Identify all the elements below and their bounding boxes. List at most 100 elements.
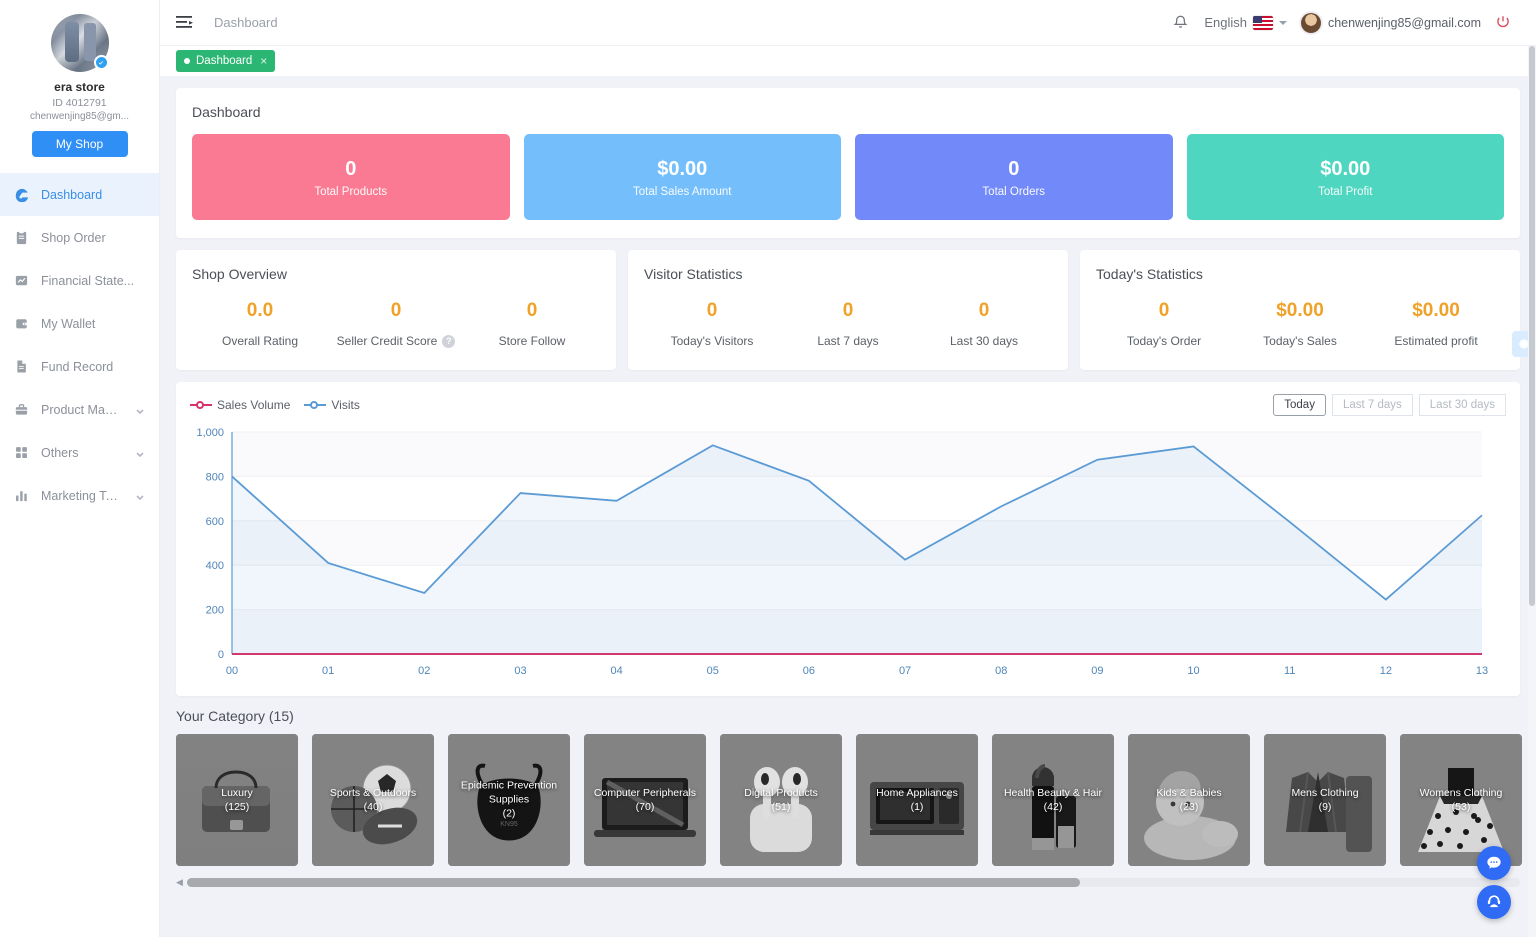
y-tick-label: 200: [206, 605, 224, 617]
vertical-scrollbar[interactable]: [1528, 46, 1536, 937]
category-caption: Womens Clothing (53): [1400, 786, 1522, 814]
sidebar-nav: Dashboard Shop Order Financial State... My …: [0, 173, 159, 517]
chevron-down-icon: [1278, 20, 1287, 25]
chart-plot-area: 0 200 400 600 800 1,000 00 01 02 03 04 05 06 07 08 09 10…: [190, 420, 1506, 688]
shop-overview-panel: Shop Overview 0.0 Overall Rating 0 Seller C…: [176, 250, 616, 370]
legend-marker-icon: [304, 400, 327, 410]
open-tabs-bar: Dashboard ×: [160, 46, 1536, 76]
stat-value: 0: [842, 300, 854, 321]
category-card[interactable]: Home Appliances (1): [856, 734, 978, 866]
chart-line-visits: [231, 444, 1483, 601]
sidebar-item-label: Financial State...: [41, 273, 135, 288]
visitor-statistics-title: Visitor Statistics: [644, 266, 743, 282]
us-flag-icon: [1252, 15, 1273, 30]
kpi-card-total-orders[interactable]: 0 Total Orders: [855, 134, 1173, 220]
header-actions: English chenwenjing85@gmail.com: [1172, 12, 1528, 33]
chat-float-button[interactable]: [1477, 846, 1511, 880]
logout-power-icon[interactable]: [1495, 14, 1512, 31]
category-card[interactable]: Computer Peripherals (70): [584, 734, 706, 866]
kpi-card-total-profit[interactable]: $0.00 Total Profit: [1186, 134, 1504, 220]
category-card[interactable]: Sports & Outdoors (40): [312, 734, 434, 866]
category-caption: Health Beauty & Hair (42): [992, 786, 1114, 814]
kpi-value: $0.00: [657, 157, 708, 180]
chart-legend: Sales Volume Visits: [190, 398, 360, 412]
menu-toggle-icon[interactable]: [176, 13, 196, 33]
stat-label: Today's Visitors: [670, 334, 754, 348]
x-tick-label: 02: [418, 665, 430, 677]
stat-label-wrap: Overall Rating: [222, 334, 298, 348]
chevron-down-icon[interactable]: [135, 405, 145, 415]
stat-store-follow: 0 Store Follow: [464, 300, 600, 348]
sidebar-item-label: My Wallet: [41, 316, 96, 331]
category-thumbnail-dress-icon: [1400, 734, 1522, 866]
legend-item-visits[interactable]: Visits: [304, 398, 360, 412]
kpi-label: Total Products: [314, 185, 388, 198]
stat-value: 0: [390, 300, 402, 321]
sidebar-item-dashboard[interactable]: Dashboard: [0, 173, 159, 216]
category-item-count: (125): [224, 801, 250, 813]
sidebar-item-shop-order[interactable]: Shop Order: [0, 216, 159, 259]
category-name: Digital Products: [744, 786, 818, 799]
x-tick-label: 00: [226, 665, 238, 677]
support-float-button[interactable]: [1477, 885, 1511, 919]
kpi-value: $0.00: [1320, 157, 1371, 180]
category-card[interactable]: Luxury (125): [176, 734, 298, 866]
chevron-down-icon[interactable]: [135, 491, 145, 501]
category-card[interactable]: Kids & Babies (23): [1128, 734, 1250, 866]
range-button-today[interactable]: Today: [1273, 394, 1326, 416]
sidebar-item-my-wallet[interactable]: My Wallet: [0, 302, 159, 345]
shop-overview-metrics: 0.0 Overall Rating 0 Seller Credit Score? 0 S…: [192, 300, 600, 348]
category-caption: Computer Peripherals (70): [584, 786, 706, 814]
user-menu[interactable]: chenwenjing85@gmail.com: [1300, 12, 1481, 33]
dashboard-icon: [14, 187, 30, 203]
stat-estimated-profit: $0.00 Estimated profit: [1368, 300, 1504, 348]
stat-last-30-days: 0 Last 30 days: [916, 300, 1052, 348]
stat-label: Today's Order: [1126, 334, 1202, 348]
tab-dashboard[interactable]: Dashboard ×: [176, 50, 276, 72]
sidebar-item-marketing-tools[interactable]: Marketing Tools: [0, 474, 159, 517]
kpi-card-total-products[interactable]: 0 Total Products: [192, 134, 510, 220]
category-card[interactable]: Mens Clothing (9): [1264, 734, 1386, 866]
category-card[interactable]: Digital Products (51): [720, 734, 842, 866]
range-button-last-7-days[interactable]: Last 7 days: [1331, 394, 1413, 416]
user-avatar: [1300, 12, 1321, 33]
legend-item-sales-volume[interactable]: Sales Volume: [190, 398, 290, 412]
category-caption: Luxury (125): [176, 786, 298, 814]
legend-marker-icon: [190, 400, 212, 410]
kpi-label: Total Profit: [1318, 185, 1373, 198]
vertical-scrollbar-thumb[interactable]: [1529, 46, 1535, 606]
category-item-count: (9): [1318, 801, 1332, 813]
category-name: Home Appliances: [876, 786, 958, 799]
kpi-card-total-sales-amount[interactable]: $0.00 Total Sales Amount: [523, 134, 841, 220]
category-item-count: (51): [771, 801, 791, 813]
sidebar-item-fund-record[interactable]: Fund Record: [0, 345, 159, 388]
stat-label-wrap: Today's Visitors: [671, 334, 754, 348]
stat-label: Overall Rating: [221, 334, 299, 348]
category-thumbnail-face-mask-icon: KN95: [448, 734, 570, 866]
category-horizontal-scrollbar[interactable]: ◀: [176, 876, 1520, 888]
category-item-count: (70): [635, 801, 655, 813]
category-card[interactable]: KN95 Epidemic Prevention Supplies (2): [448, 734, 570, 866]
tab-close-icon[interactable]: ×: [260, 54, 268, 68]
sidebar-item-financial-state[interactable]: Financial State...: [0, 259, 159, 302]
scroll-left-arrow-icon[interactable]: ◀: [176, 876, 183, 887]
store-id: ID 4012791: [52, 97, 107, 109]
range-button-last-30-days[interactable]: Last 30 days: [1418, 394, 1506, 416]
scrollbar-thumb[interactable]: [186, 877, 1081, 887]
briefcase-icon: [14, 402, 30, 418]
language-selector[interactable]: English: [1204, 15, 1287, 30]
category-card[interactable]: Health Beauty & Hair (42): [992, 734, 1114, 866]
category-name: Luxury: [221, 786, 253, 799]
help-icon[interactable]: ?: [442, 334, 456, 348]
sidebar: era store ID 4012791 chenwenjing85@gm...…: [0, 0, 160, 937]
my-shop-button[interactable]: My Shop: [31, 131, 128, 157]
clipboard-icon: [14, 230, 30, 246]
sidebar-item-product-manag[interactable]: Product Manag...: [0, 388, 159, 431]
sidebar-item-others[interactable]: Others: [0, 431, 159, 474]
category-card[interactable]: Womens Clothing (53): [1400, 734, 1522, 866]
document-icon: [14, 359, 30, 375]
notification-bell-icon[interactable]: [1172, 14, 1190, 32]
scrollbar-track[interactable]: [186, 877, 1520, 887]
chevron-down-icon[interactable]: [135, 448, 145, 458]
sidebar-item-label: Dashboard: [41, 187, 103, 202]
